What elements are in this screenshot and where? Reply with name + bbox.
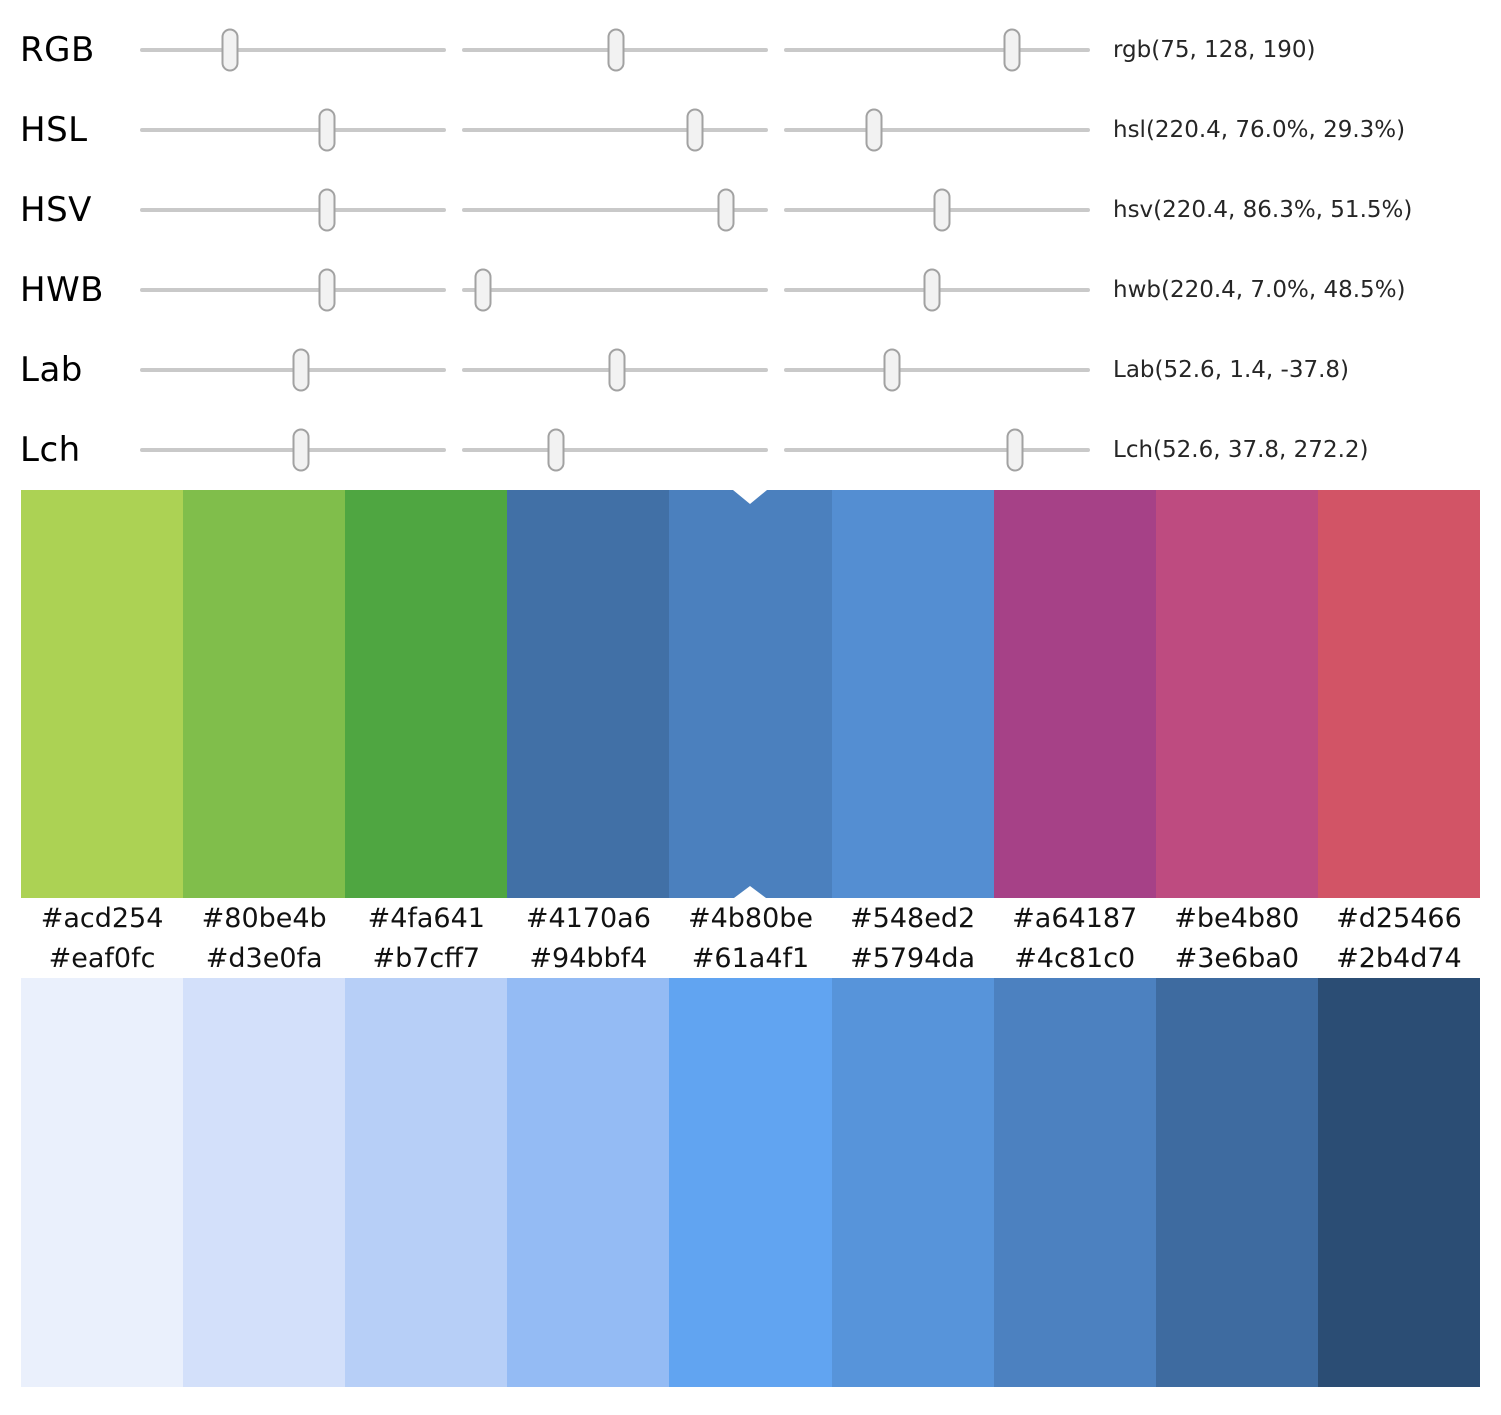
- slider-row: HSV hsv(220.4, 86.3%, 51.5%): [0, 170, 1501, 250]
- selected-swatch-notch-top: [733, 490, 768, 504]
- slider-track[interactable]: [784, 28, 1090, 72]
- slider-track[interactable]: [462, 348, 768, 392]
- slider-handle[interactable]: [318, 108, 336, 152]
- slider-track[interactable]: [140, 268, 446, 312]
- palette-bottom: [21, 978, 1480, 1387]
- palette-swatch[interactable]: [345, 490, 508, 898]
- palette-swatch[interactable]: [993, 490, 1156, 898]
- color-value-text: hsv(220.4, 86.3%, 51.5%): [1113, 197, 1413, 223]
- palette-swatch[interactable]: [831, 978, 994, 1387]
- palette-swatch[interactable]: [21, 490, 184, 898]
- palette-swatch[interactable]: [21, 978, 184, 1387]
- slider-handle[interactable]: [318, 188, 336, 232]
- palette-swatch[interactable]: [1155, 490, 1318, 898]
- color-value-text: rgb(75, 128, 190): [1113, 37, 1316, 63]
- slider-handle[interactable]: [607, 28, 625, 72]
- hex-label-row-bottom: #eaf0fc #d3e0fa #b7cff7 #94bbf4 #61a4f1 #5794…: [21, 938, 1480, 978]
- slider-row: Lab Lab(52.6, 1.4, -37.8): [0, 330, 1501, 410]
- slider-track[interactable]: [140, 108, 446, 152]
- slider-handle[interactable]: [292, 428, 310, 472]
- swatch-hex-label: #94bbf4: [529, 942, 648, 974]
- slider-row: Lch Lch(52.6, 37.8, 272.2): [0, 410, 1501, 490]
- swatch-hex-label: #d3e0fa: [205, 942, 323, 974]
- color-value-text: Lab(52.6, 1.4, -37.8): [1113, 357, 1349, 383]
- slider-handle[interactable]: [923, 268, 941, 312]
- slider-handle[interactable]: [1003, 28, 1021, 72]
- swatch-hex-label: #4fa641: [367, 902, 485, 934]
- slider-track[interactable]: [784, 428, 1090, 472]
- swatch-hex-label: #be4b80: [1174, 902, 1300, 934]
- selected-swatch-notch-bottom: [734, 886, 767, 898]
- slider-handle[interactable]: [933, 188, 951, 232]
- slider-row: HSL hsl(220.4, 76.0%, 29.3%): [0, 90, 1501, 170]
- swatch-hex-label: #a64187: [1012, 902, 1138, 934]
- swatch-hex-label: #5794da: [850, 942, 976, 974]
- slider-row-label: RGB: [20, 30, 95, 70]
- palette-swatch[interactable]: [993, 978, 1156, 1387]
- swatch-hex-label: #2b4d74: [1336, 942, 1462, 974]
- slider-row: HWB hwb(220.4, 7.0%, 48.5%): [0, 250, 1501, 330]
- slider-track[interactable]: [784, 108, 1090, 152]
- slider-track[interactable]: [140, 348, 446, 392]
- palette-swatch[interactable]: [183, 490, 346, 898]
- slider-handle[interactable]: [292, 348, 310, 392]
- color-value-text: hwb(220.4, 7.0%, 48.5%): [1113, 277, 1406, 303]
- palette-top: [21, 490, 1480, 898]
- slider-track[interactable]: [462, 188, 768, 232]
- slider-track[interactable]: [140, 428, 446, 472]
- slider-track[interactable]: [462, 268, 768, 312]
- slider-handle[interactable]: [1006, 428, 1024, 472]
- swatch-hex-label: #3e6ba0: [1174, 942, 1300, 974]
- swatch-hex-label: #548ed2: [850, 902, 976, 934]
- palette-swatch[interactable]: [831, 490, 994, 898]
- color-value-text: Lch(52.6, 37.8, 272.2): [1113, 437, 1369, 463]
- slider-row-label: HSV: [20, 190, 92, 230]
- palette-swatch[interactable]: [507, 978, 670, 1387]
- slider-row-label: Lch: [20, 430, 81, 470]
- slider-row-label: HWB: [20, 270, 105, 310]
- slider-handle[interactable]: [547, 428, 565, 472]
- palette-swatch[interactable]: [1317, 978, 1480, 1387]
- swatch-hex-label: #4c81c0: [1014, 942, 1136, 974]
- slider-handle[interactable]: [717, 188, 735, 232]
- hex-label-row-top: #acd254 #80be4b #4fa641 #4170a6 #4b80be #548e…: [21, 898, 1480, 938]
- palette-swatch[interactable]: [1317, 490, 1480, 898]
- slider-handle[interactable]: [318, 268, 336, 312]
- slider-track[interactable]: [462, 28, 768, 72]
- slider-handle[interactable]: [686, 108, 704, 152]
- slider-handle[interactable]: [221, 28, 239, 72]
- palette-swatch[interactable]: [669, 978, 832, 1387]
- slider-handle[interactable]: [608, 348, 626, 392]
- slider-panel: RGB rgb(75, 128, 190) HSL hsl(220.4, 76.0%,…: [0, 0, 1501, 490]
- slider-handle[interactable]: [865, 108, 883, 152]
- slider-handle[interactable]: [474, 268, 492, 312]
- swatch-hex-label: #b7cff7: [372, 942, 481, 974]
- slider-row: RGB rgb(75, 128, 190): [0, 10, 1501, 90]
- swatch-hex-label: #acd254: [40, 902, 164, 934]
- palette-swatch[interactable]: [183, 978, 346, 1387]
- slider-track[interactable]: [784, 188, 1090, 232]
- slider-track[interactable]: [462, 108, 768, 152]
- color-value-text: hsl(220.4, 76.0%, 29.3%): [1113, 117, 1406, 143]
- slider-row-label: Lab: [20, 350, 83, 390]
- slider-track[interactable]: [462, 428, 768, 472]
- slider-row-label: HSL: [20, 110, 88, 150]
- palette-swatch[interactable]: [669, 490, 832, 898]
- swatch-hex-label: #d25466: [1336, 902, 1462, 934]
- palette-swatch[interactable]: [345, 978, 508, 1387]
- slider-track[interactable]: [784, 348, 1090, 392]
- slider-handle[interactable]: [883, 348, 901, 392]
- slider-track[interactable]: [140, 188, 446, 232]
- slider-track[interactable]: [140, 28, 446, 72]
- palette-swatch[interactable]: [1155, 978, 1318, 1387]
- palette-swatch[interactable]: [507, 490, 670, 898]
- swatch-hex-label: #4b80be: [687, 902, 814, 934]
- swatch-hex-label: #4170a6: [525, 902, 651, 934]
- slider-track[interactable]: [784, 268, 1090, 312]
- swatch-hex-label: #eaf0fc: [48, 942, 156, 974]
- swatch-hex-label: #61a4f1: [691, 942, 810, 974]
- swatch-hex-label: #80be4b: [201, 902, 327, 934]
